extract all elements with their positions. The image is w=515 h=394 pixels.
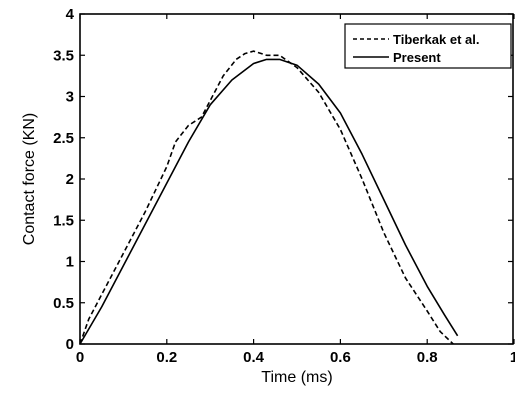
y-tick-label: 3.5 [53,47,74,64]
y-tick-label: 2.5 [53,130,74,147]
y-tick-label: 0.5 [53,295,74,312]
x-tick-label: 0.4 [243,349,265,366]
plot-frame [79,13,514,345]
x-tick-label: 1 [510,349,515,366]
x-tick-label: 0.2 [156,349,177,366]
y-tick-label: 2 [66,171,74,188]
y-tick-label: 1.5 [53,212,74,229]
y-tick-label: 1 [66,254,74,271]
x-axis-label: Time (ms) [261,369,332,386]
y-axis-label: Contact force (KN) [21,113,38,245]
x-tick-label: 0.8 [417,349,438,366]
series-line-tiberkak [79,50,454,345]
legend-label-present: Present [393,50,441,65]
legend-label-tiberkak: Tiberkak et al. [393,32,479,47]
y-tick-label: 0 [66,336,74,353]
series-layer [79,50,459,345]
legend-box [344,23,512,69]
tick-labels: 0 0.2 0.4 0.6 0.8 1 0 0.5 1 1.5 2 2.5 3 3.5 4 [53,6,515,366]
y-tick-label: 3 [66,89,74,106]
x-tick-label: 0.6 [330,349,351,366]
x-tick-label: 0 [76,349,84,366]
legend: Tiberkak et al. Present [344,23,512,69]
y-tick-label: 4 [66,6,75,23]
series-line-present [79,58,459,345]
